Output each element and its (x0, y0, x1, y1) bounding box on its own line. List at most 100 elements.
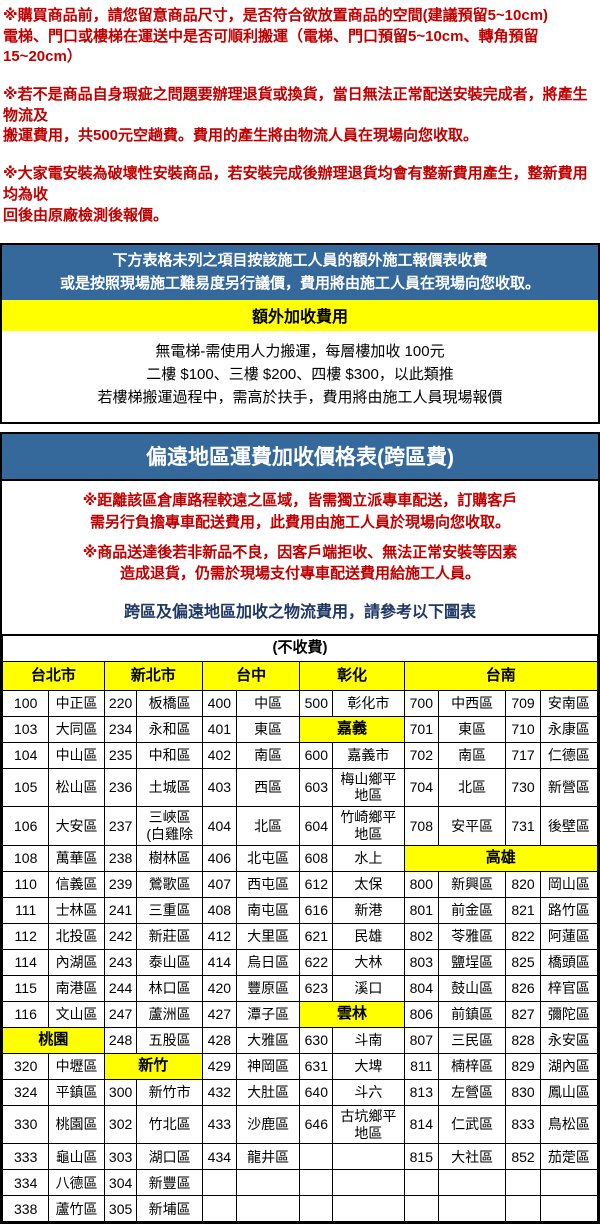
district-cell: 鼓山區 (438, 974, 507, 1002)
area-code-cell: 238 (103, 844, 138, 872)
area-code-cell: 603 (299, 767, 334, 808)
city-header-cell: 新北市 (103, 660, 203, 691)
extra-fee-banner: 下方表格未列之項目按該施工人員的額外施工報價表收費 或是按照現場施工難易度另行議… (2, 245, 598, 300)
district-cell: 南區 (235, 741, 301, 769)
district-cell: 樹林區 (136, 844, 203, 872)
area-code-cell: 804 (403, 974, 440, 1002)
free-shipping-label: (不收費) (2, 633, 598, 662)
area-code-cell: 612 (299, 870, 334, 898)
area-code-cell: 414 (201, 948, 237, 976)
area-code-cell: 830 (505, 1078, 541, 1106)
district-cell: 斗南 (332, 1026, 405, 1054)
district-cell: 湖內區 (539, 1052, 599, 1080)
district-cell: 中正區 (48, 689, 105, 717)
area-code-cell: 248 (103, 1026, 138, 1054)
district-cell: 民雄 (332, 922, 405, 950)
district-cell: 蘆竹區 (48, 1195, 105, 1223)
table-row: 333 龜山區 303 湖口區 434 龍井區 815 大社區 852 茄萣區 (1, 1143, 599, 1171)
district-cell: 板橋區 (136, 689, 203, 717)
district-cell: 大社區 (438, 1143, 507, 1171)
area-code-cell: 427 (201, 1000, 237, 1028)
area-code-cell: 825 (505, 948, 541, 976)
area-code-cell: 803 (403, 948, 440, 976)
area-code-cell: 821 (505, 896, 541, 924)
area-code-cell: 827 (505, 1000, 541, 1028)
district-cell: 北區 (235, 806, 301, 846)
area-code-cell: 333 (1, 1143, 50, 1171)
district-cell: 岡山區 (539, 870, 599, 898)
area-code-cell: 403 (201, 767, 237, 808)
district-cell: 安南區 (539, 689, 599, 717)
area-code-cell: 604 (299, 806, 334, 846)
region-group-cell: 雲林 (299, 1000, 405, 1028)
district-cell: 茄萣區 (539, 1143, 599, 1171)
district-cell (403, 1195, 440, 1223)
area-code-cell: 630 (299, 1026, 334, 1054)
district-cell: 西屯區 (235, 870, 301, 898)
district-cell: 南港區 (48, 974, 105, 1002)
area-code-cell: 320 (1, 1052, 50, 1080)
stairs-carry-fee-note: 無電梯-需使用人力搬運，每層樓加收 100元 二樓 $100、三樓 $200、四… (2, 330, 598, 423)
area-code-cell: 622 (299, 948, 334, 976)
area-code-cell: 244 (103, 974, 138, 1002)
district-cell: 仁武區 (438, 1104, 507, 1145)
district-cell: 北屯區 (235, 844, 301, 872)
district-cell: 新竹市 (136, 1078, 203, 1106)
area-code-cell: 406 (201, 844, 237, 872)
table-row: 桃園 248 五股區 428 大雅區 630 斗南 807 三民區 828 永安區 (2, 1026, 599, 1054)
area-code-cell: 623 (299, 974, 334, 1002)
district-cell: 東區 (235, 715, 301, 743)
district-cell (539, 1195, 599, 1223)
area-code-cell: 105 (1, 767, 50, 808)
district-cell (505, 1169, 541, 1197)
table-row: 104 中山區 235 中和區 402 南區 600 嘉義市 702 南區 717 仁德區 (1, 741, 599, 769)
area-code-cell: 701 (403, 715, 440, 743)
district-cell: 永康區 (539, 715, 599, 743)
area-code-cell: 236 (103, 767, 138, 808)
district-cell: 水上 (332, 844, 405, 872)
district-cell: 中山區 (48, 741, 105, 769)
area-code-cell: 709 (505, 689, 541, 717)
area-code-cell: 106 (1, 806, 50, 846)
district-cell: 西區 (235, 767, 301, 808)
district-cell: 新埔區 (136, 1195, 203, 1223)
district-cell: 大林 (332, 948, 405, 976)
area-code-cell: 730 (505, 767, 541, 808)
district-cell: 南屯區 (235, 896, 301, 924)
district-cell: 鶯歌區 (136, 870, 203, 898)
district-cell: 大同區 (48, 715, 105, 743)
district-cell: 大里區 (235, 922, 301, 950)
area-code-cell: 815 (403, 1143, 440, 1171)
area-code-cell: 852 (505, 1143, 541, 1171)
area-code-cell: 806 (403, 1000, 440, 1028)
area-code-cell: 704 (403, 767, 440, 808)
area-code-cell: 302 (103, 1104, 138, 1145)
table-row: 115 南港區 244 林口區 420 豐原區 623 溪口 804 鼓山區 826 梓官區 (1, 974, 599, 1002)
district-cell: 信義區 (48, 870, 105, 898)
area-code-cell: 631 (299, 1052, 334, 1080)
district-cell: 文山區 (48, 1000, 105, 1028)
area-code-cell: 800 (403, 870, 440, 898)
district-cell: 松山區 (48, 767, 105, 808)
area-code-cell: 305 (103, 1195, 138, 1223)
area-code-cell: 239 (103, 870, 138, 898)
district-cell: 鹽埕區 (438, 948, 507, 976)
district-cell: 土城區 (136, 767, 203, 808)
district-cell: 後壁區 (539, 806, 599, 846)
district-cell: 安平區 (438, 806, 507, 846)
area-code-cell: 241 (103, 896, 138, 924)
area-code-cell: 708 (403, 806, 440, 846)
area-code-cell: 103 (1, 715, 50, 743)
district-cell: 中西區 (438, 689, 507, 717)
district-cell: 湖口區 (136, 1143, 203, 1171)
district-cell: 大雅區 (235, 1026, 301, 1054)
area-code-cell: 111 (1, 896, 50, 924)
district-cell (235, 1169, 301, 1197)
district-cell: 五股區 (136, 1026, 203, 1054)
district-cell: 神岡區 (235, 1052, 301, 1080)
area-code-cell: 500 (299, 689, 334, 717)
district-cell: 前鎮區 (438, 1000, 507, 1028)
district-cell: 橋頭區 (539, 948, 599, 976)
area-code-cell: 115 (1, 974, 50, 1002)
extra-fee-title: 額外加收費用 (2, 299, 598, 331)
